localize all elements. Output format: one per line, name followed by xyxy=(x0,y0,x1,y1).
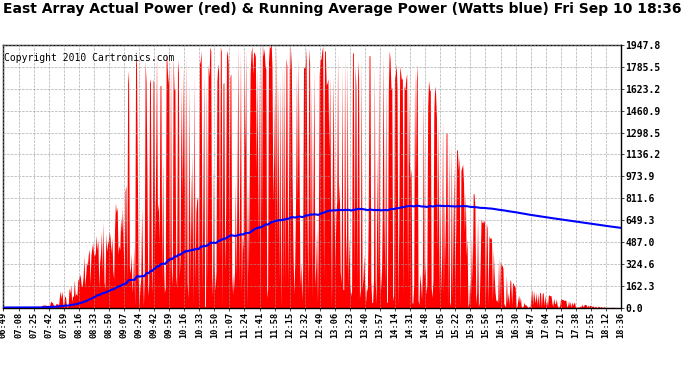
Text: East Array Actual Power (red) & Running Average Power (Watts blue) Fri Sep 10 18: East Array Actual Power (red) & Running … xyxy=(3,2,682,16)
Text: Copyright 2010 Cartronics.com: Copyright 2010 Cartronics.com xyxy=(4,53,175,63)
